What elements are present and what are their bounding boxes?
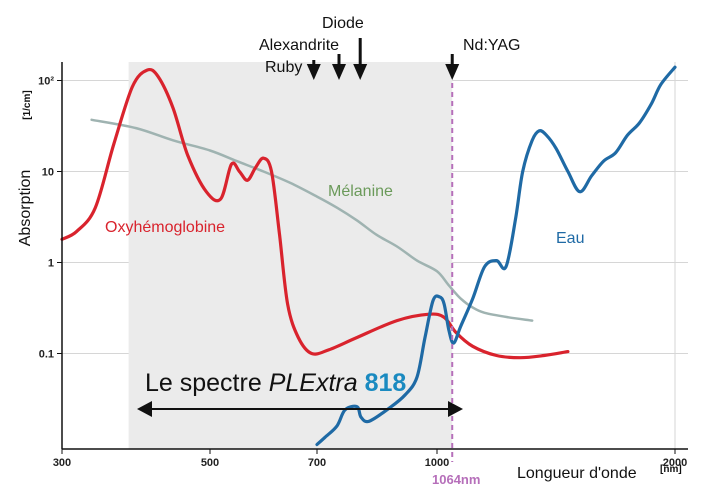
series-line-oxyhemoglobine — [60, 67, 570, 360]
x-tick-label-700: 700 — [308, 457, 326, 469]
laser-arrow-head-alexandrite — [332, 64, 346, 80]
laser-arrow-head-diode — [353, 64, 368, 80]
x-tick-label-2000: 2000 — [663, 457, 687, 469]
laser-label-diode: Diode — [322, 15, 364, 32]
series-layer — [60, 65, 677, 447]
spectrum-label-brand: PLExtra — [269, 369, 358, 397]
y-tick-label-3: 10² — [38, 76, 54, 88]
laser-label-ruby: Ruby — [265, 59, 302, 76]
y-axis-label: Absorption — [17, 170, 34, 247]
laser-arrow-head-ndyag — [445, 64, 460, 80]
x-axis-label: Longueur d'onde — [517, 465, 637, 482]
series-label-eau: Eau — [556, 230, 584, 247]
laser-label-ndyag: Nd:YAG — [463, 37, 521, 54]
axes: 300 500 700 1000 2000 0.1 1 10 10² — [38, 62, 688, 469]
series-line-melanine — [90, 118, 534, 322]
series-label-oxyhemoglobine: Oxyhémoglobine — [105, 219, 225, 236]
shaded-band — [128, 62, 453, 449]
spectrum-label-model: 818 — [365, 369, 407, 397]
laser-arrow-head-ruby — [306, 64, 321, 80]
x-tick-label-500: 500 — [201, 457, 219, 469]
laser-markers — [306, 38, 460, 462]
marker-1064-label: 1064nm — [432, 472, 480, 487]
y-tick-label-0: 0.1 — [39, 349, 54, 361]
series-label-melanine: Mélanine — [328, 183, 393, 200]
shaded-band-rect — [128, 62, 453, 449]
laser-label-alexandrite: Alexandrite — [259, 37, 339, 54]
spectrum-range-arrow — [137, 401, 463, 417]
x-axis-unit: [nm] — [660, 464, 682, 475]
spectrum-label-prefix: Le spectre — [145, 369, 269, 397]
y-tick-label-1: 1 — [48, 258, 54, 270]
x-tick-label-300: 300 — [53, 457, 71, 469]
x-tick-label-1000: 1000 — [425, 457, 449, 469]
spectrum-label: Le spectre PLExtra 818 — [145, 369, 406, 397]
series-line-eau — [315, 65, 677, 447]
y-axis-unit: [1/cm] — [22, 90, 33, 119]
y-tick-label-2: 10 — [42, 167, 54, 179]
